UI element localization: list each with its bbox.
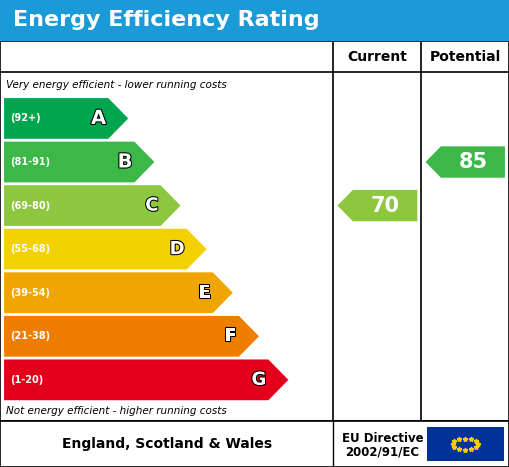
Text: A: A [91, 109, 106, 128]
Polygon shape [4, 185, 181, 226]
Text: Very energy efficient - lower running costs: Very energy efficient - lower running co… [6, 79, 227, 90]
Bar [0, 0, 509, 41]
Polygon shape [4, 316, 259, 357]
Polygon shape [426, 146, 505, 178]
Polygon shape [4, 98, 128, 139]
Bar [0, 421, 509, 467]
Bar [0, 41, 509, 421]
Text: E: E [199, 284, 211, 302]
Text: G: G [251, 371, 266, 389]
Text: 2002/91/EC: 2002/91/EC [346, 446, 419, 459]
Text: B: B [118, 153, 132, 171]
Text: D: D [169, 240, 185, 258]
Text: EU Directive: EU Directive [342, 432, 423, 445]
Text: (92+): (92+) [10, 113, 41, 123]
Text: Potential: Potential [430, 50, 501, 64]
Polygon shape [4, 229, 207, 269]
Text: 70: 70 [371, 196, 400, 216]
Polygon shape [4, 272, 233, 313]
Polygon shape [4, 142, 154, 183]
Text: (39-54): (39-54) [10, 288, 50, 297]
Text: F: F [224, 327, 237, 345]
Text: (21-38): (21-38) [10, 331, 50, 341]
Text: 85: 85 [459, 152, 488, 172]
Text: (81-91): (81-91) [10, 157, 50, 167]
Text: Energy Efficiency Rating: Energy Efficiency Rating [13, 10, 319, 30]
Polygon shape [337, 190, 417, 221]
Text: England, Scotland & Wales: England, Scotland & Wales [62, 437, 272, 451]
Text: Not energy efficient - higher running costs: Not energy efficient - higher running co… [6, 406, 227, 417]
Text: Current: Current [348, 50, 407, 64]
Text: (1-20): (1-20) [10, 375, 43, 385]
Text: (69-80): (69-80) [10, 201, 50, 211]
Text: (55-68): (55-68) [10, 244, 50, 254]
Text: C: C [145, 197, 158, 214]
Bar [427, 427, 504, 461]
Polygon shape [4, 360, 289, 400]
